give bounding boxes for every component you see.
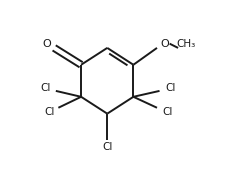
Text: O: O [42,39,51,49]
Text: O: O [160,39,168,49]
Text: Cl: Cl [40,83,51,93]
Text: CH₃: CH₃ [175,39,195,49]
Text: Cl: Cl [165,83,175,93]
Text: Cl: Cl [44,107,54,117]
Text: Cl: Cl [161,107,172,117]
Text: Cl: Cl [102,142,112,152]
